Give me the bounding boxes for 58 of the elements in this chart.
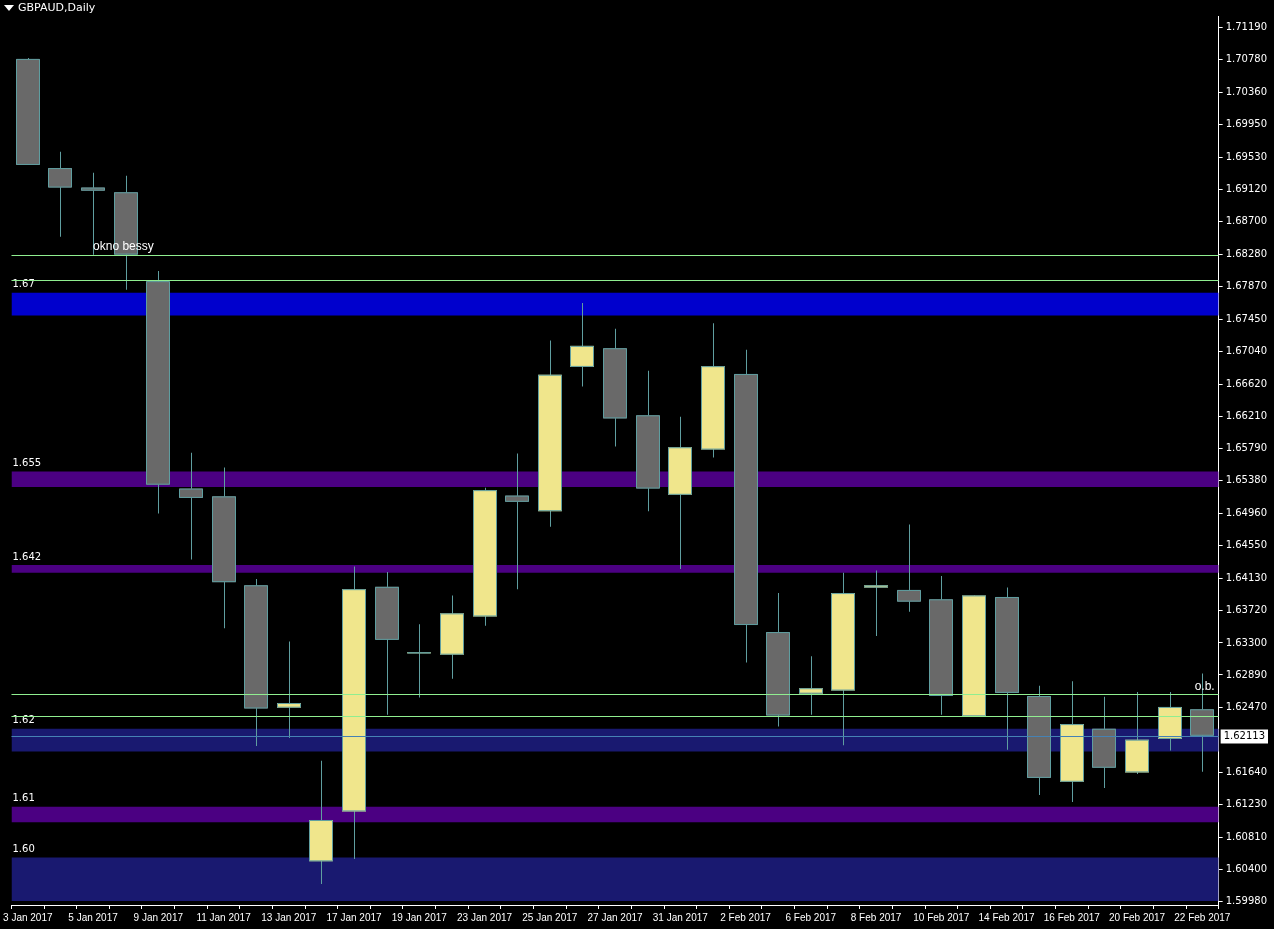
x-tick-label: 19 Jan 2017 — [391, 911, 448, 923]
y-tick-label: 1.63720 — [1225, 603, 1268, 615]
x-tick-label: 17 Jan 2017 — [326, 911, 383, 923]
y-tick-label: 1.63300 — [1225, 636, 1268, 648]
x-tick-label: 27 Jan 2017 — [587, 911, 644, 923]
y-tick-label: 1.71190 — [1225, 21, 1268, 33]
y-tick-label: 1.62890 — [1225, 668, 1268, 680]
y-tick-label: 1.69950 — [1225, 117, 1268, 129]
y-tick-label: 1.61640 — [1225, 766, 1268, 778]
x-tick-label: 6 Feb 2017 — [785, 911, 837, 923]
y-tick-label: 1.70360 — [1225, 86, 1268, 98]
y-tick-label: 1.65790 — [1225, 442, 1268, 454]
band-label: 1.655 — [12, 457, 42, 469]
y-tick-label: 1.61230 — [1225, 798, 1268, 809]
y-tick-label: 1.69120 — [1225, 182, 1268, 194]
x-tick-label: 11 Jan 2017 — [196, 911, 252, 923]
band-label: 1.642 — [12, 550, 42, 562]
x-tick-label: 20 Feb 2017 — [1109, 911, 1166, 923]
candlestick — [407, 624, 431, 698]
x-tick-label: 22 Feb 2017 — [1174, 911, 1231, 923]
y-tick-label: 1.64960 — [1225, 507, 1268, 519]
y-tick-label: 1.68700 — [1225, 215, 1268, 227]
candlestick — [864, 570, 888, 636]
x-tick-label: 8 Feb 2017 — [850, 911, 902, 923]
y-tick-label: 1.70780 — [1225, 53, 1268, 65]
candlestick — [277, 641, 301, 739]
y-tick-label: 1.67870 — [1225, 280, 1268, 292]
y-tick-label: 1.64130 — [1225, 571, 1268, 583]
band-label: 1.61 — [12, 792, 35, 804]
y-tick-label: 1.64550 — [1225, 539, 1268, 551]
y-tick-label: 1.59980 — [1225, 895, 1268, 907]
y-tick-label: 1.67450 — [1225, 312, 1268, 324]
x-tick-label: 16 Feb 2017 — [1043, 911, 1101, 923]
y-tick-label: 1.66210 — [1225, 409, 1268, 421]
y-tick-label: 1.60400 — [1225, 862, 1268, 874]
candlestick — [505, 453, 529, 590]
x-tick-label: 2 Feb 2017 — [720, 911, 772, 923]
x-tick-label: 31 Jan 2017 — [652, 911, 709, 923]
y-tick-label: 1.67040 — [1225, 344, 1268, 356]
x-tick-label: 5 Jan 2017 — [68, 911, 119, 923]
x-tick-label: 9 Jan 2017 — [133, 911, 184, 923]
x-tick-label: 14 Feb 2017 — [978, 911, 1036, 923]
x-tick-label: 23 Jan 2017 — [457, 911, 513, 923]
candlestick — [799, 656, 823, 715]
y-tick-label: 1.69530 — [1225, 150, 1268, 162]
ref-line-label: 1.62113 — [1223, 730, 1266, 742]
x-tick-label: 25 Jan 2017 — [522, 911, 578, 923]
y-tick-label: 1.68280 — [1225, 248, 1268, 260]
chart-title: GBPAUD,Daily — [18, 1, 96, 14]
candlestick — [179, 452, 203, 560]
y-tick-label: 1.66620 — [1225, 377, 1268, 389]
x-tick-label: 13 Jan 2017 — [261, 911, 317, 923]
y-tick-label: 1.65380 — [1225, 474, 1268, 486]
y-tick-label: 1.62470 — [1225, 701, 1268, 713]
x-tick-label: 3 Jan 2017 — [3, 911, 53, 923]
band-label: 1.60 — [12, 843, 35, 855]
y-tick-label: 1.60810 — [1225, 830, 1268, 842]
x-tick-label: 10 Feb 2017 — [913, 911, 970, 923]
